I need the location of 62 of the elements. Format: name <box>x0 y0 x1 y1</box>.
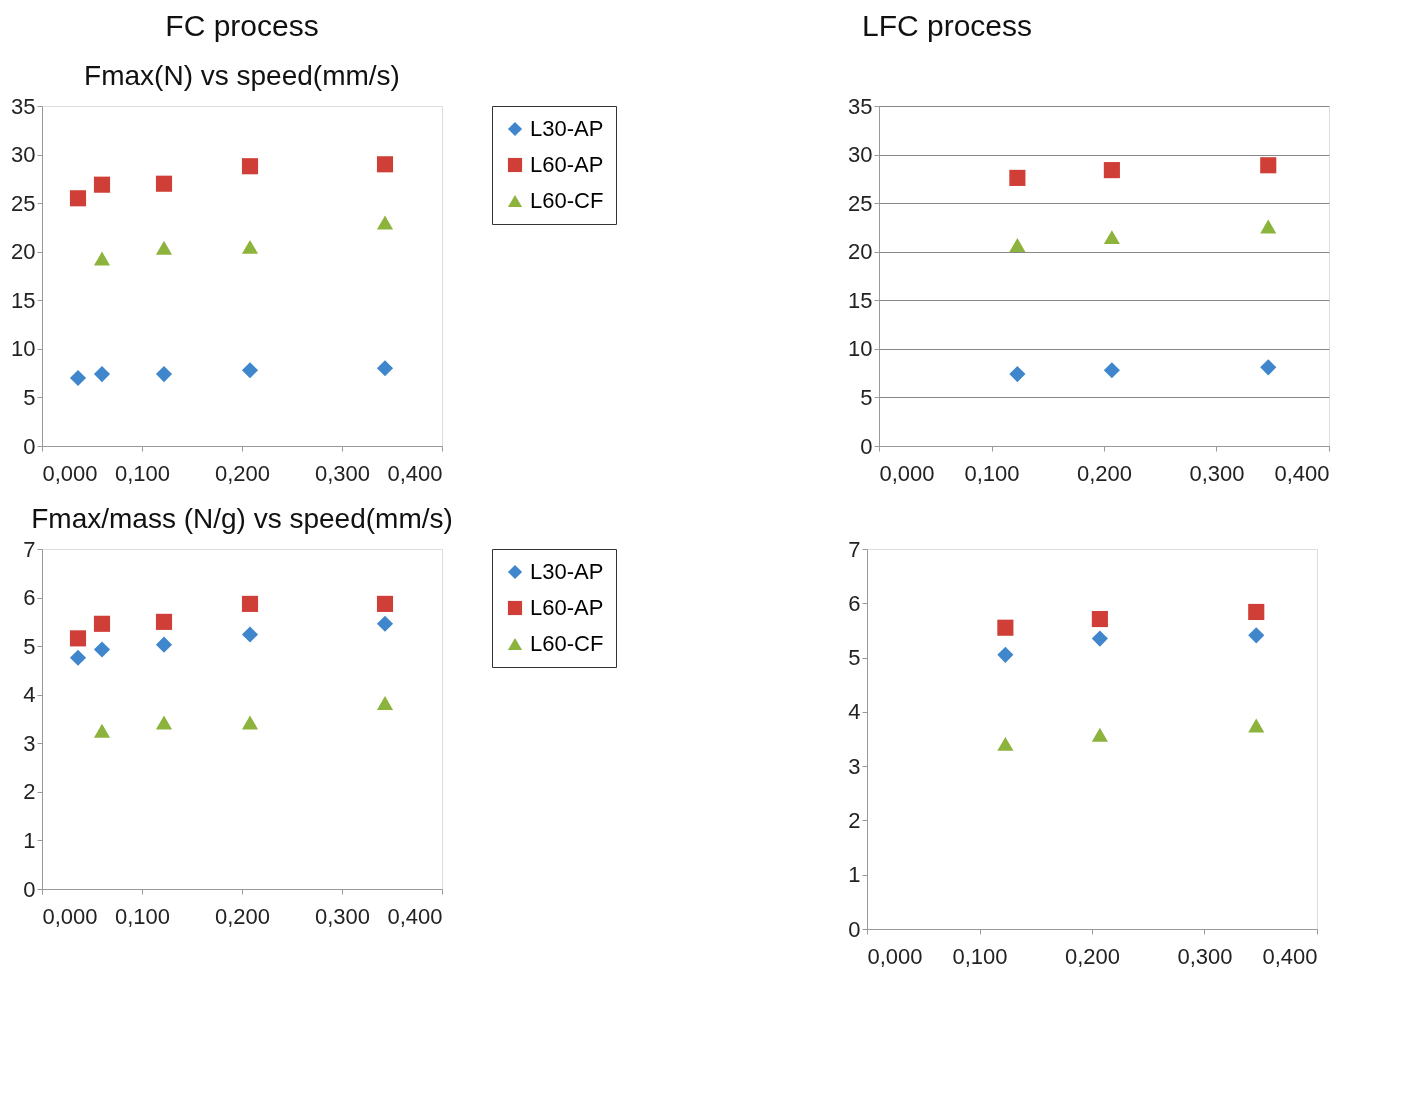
x-tick-label: 0,400 <box>1274 460 1330 486</box>
x-tick-label: 0,300 <box>314 903 371 929</box>
x-tick-label: 0,000 <box>42 903 98 929</box>
y-tick-label: 5 <box>860 384 873 410</box>
legend-label: L60-CF <box>530 631 604 656</box>
x-tick-label: 0,200 <box>214 460 271 486</box>
y-tick-label: 15 <box>848 287 873 313</box>
y-tick-label: 1 <box>23 827 36 853</box>
x-tick-label: 0,100 <box>114 903 171 929</box>
x-tick-label: 0,000 <box>42 460 98 486</box>
y-tick-label: 5 <box>848 645 861 671</box>
y-tick-label: 7 <box>23 536 36 562</box>
legend-label: L30-AP <box>530 116 604 141</box>
x-tick-label: 0,100 <box>114 460 171 486</box>
y-tick-label: 2 <box>23 779 36 805</box>
y-tick-label: 5 <box>23 384 36 410</box>
y-tick-label: 25 <box>848 190 873 216</box>
y-tick-label: 25 <box>11 190 36 216</box>
y-tick-label: 20 <box>848 239 873 265</box>
x-tick-label: 0,000 <box>867 943 923 969</box>
y-tick-label: 30 <box>848 142 873 168</box>
x-tick-label: 0,300 <box>1189 460 1245 486</box>
chart-title: Fmax(N) vs speed(mm/s) <box>84 60 400 91</box>
y-tick-label: 35 <box>11 93 36 119</box>
y-tick-label: 5 <box>23 633 36 659</box>
x-tick-label: 0,000 <box>879 460 935 486</box>
y-tick-label: 3 <box>848 753 861 779</box>
x-tick-label: 0,300 <box>314 460 371 486</box>
x-tick-label: 0,400 <box>387 903 443 929</box>
y-tick-label: 4 <box>848 699 861 725</box>
y-tick-label: 4 <box>23 682 36 708</box>
y-tick-label: 6 <box>848 590 861 616</box>
y-tick-label: 6 <box>23 585 36 611</box>
y-tick-label: 2 <box>848 807 861 833</box>
y-tick-label: 30 <box>11 142 36 168</box>
y-tick-label: 10 <box>11 336 36 362</box>
legend-label: L60-AP <box>530 595 604 620</box>
y-tick-label: 0 <box>848 916 861 942</box>
x-tick-label: 0,200 <box>1076 460 1133 486</box>
y-tick-label: 3 <box>23 730 36 756</box>
x-tick-label: 0,400 <box>387 460 443 486</box>
legend-label: L30-AP <box>530 559 604 584</box>
y-tick-label: 0 <box>860 433 873 459</box>
y-tick-label: 7 <box>848 536 861 562</box>
legend-label: L60-CF <box>530 188 604 213</box>
y-tick-label: 10 <box>848 336 873 362</box>
y-tick-label: 15 <box>11 287 36 313</box>
text: FC process <box>165 9 319 42</box>
x-tick-label: 0,400 <box>1262 943 1318 969</box>
y-tick-label: 20 <box>11 239 36 265</box>
x-tick-label: 0,100 <box>952 943 1008 969</box>
y-tick-label: 0 <box>23 876 36 902</box>
chart-title: Fmax/mass (N/g) vs speed(mm/s) <box>31 503 453 534</box>
y-tick-label: 1 <box>848 862 861 888</box>
x-tick-label: 0,100 <box>964 460 1020 486</box>
x-tick-label: 0,300 <box>1177 943 1233 969</box>
y-tick-label: 0 <box>23 433 36 459</box>
y-tick-label: 35 <box>848 93 873 119</box>
x-tick-label: 0,200 <box>214 903 271 929</box>
text: LFC process <box>861 9 1033 42</box>
legend-label: L60-AP <box>530 152 604 177</box>
x-tick-label: 0,200 <box>1064 943 1121 969</box>
